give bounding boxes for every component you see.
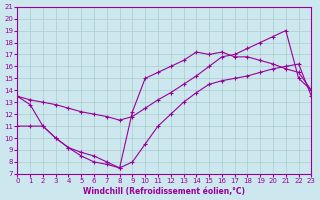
X-axis label: Windchill (Refroidissement éolien,°C): Windchill (Refroidissement éolien,°C): [84, 187, 245, 196]
